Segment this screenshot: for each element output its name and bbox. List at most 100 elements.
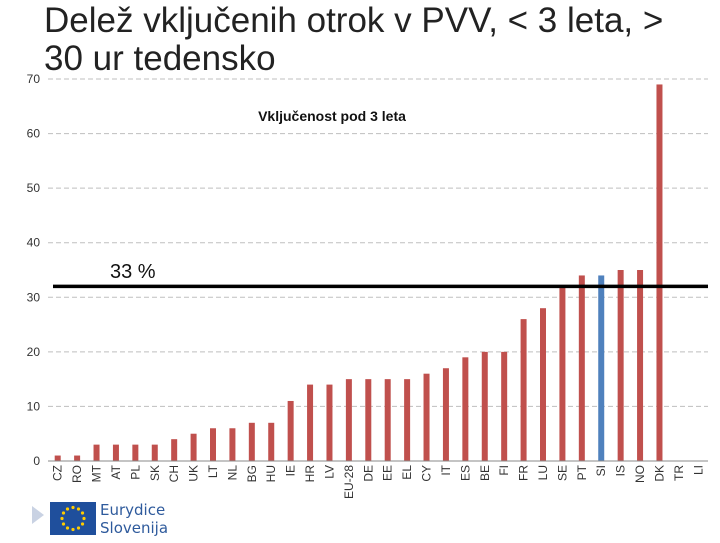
bar-el <box>404 379 411 461</box>
x-tick-label: EU-28 <box>342 465 356 499</box>
logo-text-slovenija: Slovenija <box>100 519 169 537</box>
star-icon <box>61 522 66 526</box>
bar-lv <box>326 384 333 461</box>
y-tick-label: 10 <box>27 399 41 413</box>
star-icon <box>80 522 85 526</box>
bar-uk <box>190 433 197 461</box>
x-tick-label: PL <box>128 465 142 480</box>
x-tick-label: FI <box>497 465 511 476</box>
eurydice-logo: Eurydice Slovenija <box>30 500 200 538</box>
y-tick-label: 70 <box>27 72 41 86</box>
y-tick-label: 60 <box>27 127 41 141</box>
star-icon <box>76 526 81 530</box>
bar-dk <box>656 84 663 461</box>
bar-cy <box>423 373 430 461</box>
x-tick-label: EE <box>381 465 395 481</box>
bar-se <box>559 286 566 461</box>
y-axis-tick-labels: 0 10 20 30 40 50 60 70 <box>27 72 41 468</box>
x-tick-label: CY <box>420 465 434 482</box>
x-tick-label: RO <box>70 465 84 483</box>
bar-no <box>637 270 644 461</box>
x-tick-label: FR <box>517 465 531 481</box>
x-tick-label: CH <box>167 465 181 482</box>
x-tick-label: HU <box>264 465 278 482</box>
bar-ie <box>287 400 294 461</box>
y-tick-label: 40 <box>27 236 41 250</box>
x-tick-label: NO <box>633 465 647 483</box>
x-tick-label: BG <box>245 465 259 482</box>
bars <box>54 84 663 461</box>
star-icon <box>71 527 75 532</box>
bar-lu <box>540 308 546 461</box>
x-tick-label: SK <box>148 465 162 481</box>
y-tick-label: 50 <box>27 181 41 195</box>
bar-sk <box>151 444 158 461</box>
x-tick-label: TR <box>672 465 686 481</box>
x-tick-label: NL <box>225 465 239 481</box>
x-tick-label: SI <box>594 465 608 476</box>
arrow-icon <box>32 506 44 524</box>
x-tick-label: LV <box>322 465 336 479</box>
x-tick-label: IT <box>439 464 453 475</box>
x-tick-label: BE <box>478 465 492 481</box>
x-tick-label: UK <box>187 465 201 482</box>
bar-ch <box>171 439 178 461</box>
bar-nl <box>229 428 236 461</box>
x-tick-label: AT <box>109 464 123 479</box>
star-icon <box>80 511 85 515</box>
bar-pt <box>578 275 585 461</box>
star-icon <box>76 507 81 511</box>
x-tick-label: IE <box>284 465 298 476</box>
x-tick-label: ES <box>458 465 472 481</box>
star-ring <box>60 505 86 532</box>
bar-it <box>442 368 449 461</box>
bar-de <box>365 379 372 461</box>
bar-fi <box>501 351 508 461</box>
bar-at <box>112 444 119 461</box>
bar-bg <box>248 422 255 461</box>
bar-fr <box>520 319 527 461</box>
eu-flag-icon <box>32 502 96 535</box>
star-icon <box>71 505 75 510</box>
y-tick-label: 0 <box>33 454 40 468</box>
x-tick-label: IS <box>614 465 628 476</box>
star-icon <box>65 526 70 530</box>
y-tick-label: 20 <box>27 345 41 359</box>
x-tick-label: SE <box>555 465 569 481</box>
bar-is <box>617 270 624 461</box>
star-icon <box>61 511 66 515</box>
bar-ro <box>74 455 81 461</box>
bar-es <box>462 357 469 461</box>
x-tick-label: PT <box>575 464 589 480</box>
reference-line-label: 33 % <box>110 261 156 283</box>
x-tick-label: HR <box>303 465 317 483</box>
star-icon <box>82 516 86 521</box>
logo-text-eurydice: Eurydice <box>100 501 166 519</box>
star-icon <box>65 507 70 511</box>
bar-hr <box>307 384 314 461</box>
x-tick-label: LT <box>206 464 220 478</box>
bar-lt <box>210 428 216 461</box>
bar-mt <box>93 444 100 461</box>
slide-title: Delež vključenih otrok v PVV, < 3 leta, … <box>44 1 664 78</box>
bar-hu <box>268 422 275 461</box>
gridlines <box>48 78 708 407</box>
x-tick-label: DE <box>361 465 375 482</box>
bar-eu-28 <box>345 379 352 461</box>
bar-si <box>598 275 605 461</box>
star-icon <box>60 516 64 521</box>
x-axis-tick-labels: CZ RO MT AT PL SK CH UK LT NL BG HU IE HR LV EU-28 DE EE E… <box>51 464 706 499</box>
chart-title: Vključenost pod 3 leta <box>258 108 406 124</box>
x-tick-label: DK <box>652 465 666 482</box>
bar-be <box>481 351 488 461</box>
x-tick-label: CZ <box>51 465 65 481</box>
x-tick-label: LU <box>536 465 550 480</box>
bar-ee <box>384 379 391 461</box>
x-tick-label: EL <box>400 465 414 480</box>
bar-pl <box>132 444 139 461</box>
x-tick-label: MT <box>90 464 104 482</box>
y-tick-label: 30 <box>27 290 41 304</box>
x-tick-label: LI <box>691 465 705 475</box>
bar-cz <box>54 455 61 461</box>
